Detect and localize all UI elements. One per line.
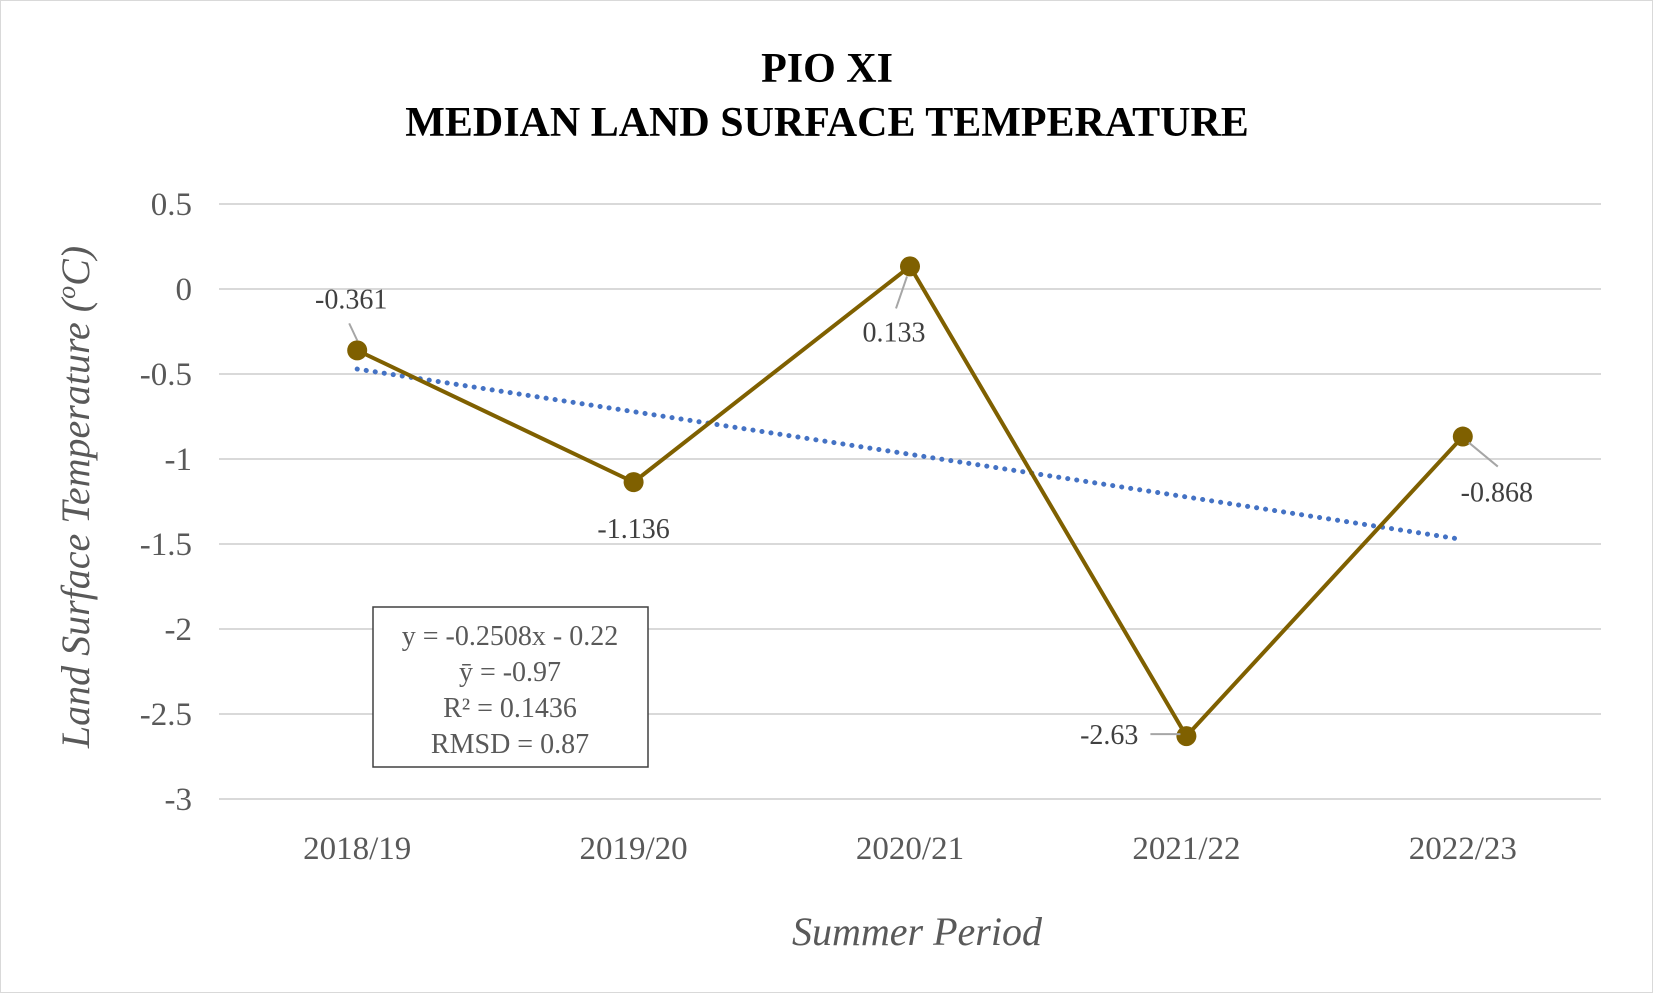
data-point-0 (347, 340, 368, 361)
y-axis-title-suffix: C) (53, 246, 98, 286)
data-point-4 (1452, 426, 1473, 447)
stats-r-squared: R² = 0.1436 (443, 693, 577, 724)
data-point-3 (1176, 726, 1197, 747)
y-tick-label-0: 0.5 (151, 187, 192, 223)
stats-equation: y = -0.2508x - 0.22 (402, 621, 618, 652)
y-axis-tick-labels: 0.5 0 -0.5 -1 -1.5 -2 -2.5 -3 (140, 187, 192, 818)
series-group (347, 256, 1473, 747)
y-tick-label-3: -1 (165, 442, 193, 478)
x-axis-tick-labels: 2018/19 2019/20 2020/21 2021/22 2022/23 (303, 831, 1517, 867)
data-label-3: -2.63 (1080, 720, 1138, 751)
leader-line-4 (1468, 441, 1499, 468)
trendline-group (354, 366, 1466, 543)
y-axis-title-main: Land Surface Temperature ( (53, 296, 98, 749)
data-point-1 (623, 472, 644, 493)
data-label-1: -1.136 (597, 514, 669, 545)
y-tick-label-4: -1.5 (140, 527, 192, 563)
data-label-4: -0.868 (1461, 478, 1533, 509)
leader-line-2 (895, 276, 908, 309)
stats-box-border (372, 606, 649, 768)
chart-title-line-2: MEDIAN LAND SURFACE TEMPERATURE (405, 100, 1249, 146)
stats-mean: ȳ = -0.97 (459, 657, 561, 688)
data-point-2 (900, 256, 920, 277)
data-label-0: -0.361 (315, 284, 387, 315)
data-labels: -0.361 -1.136 0.133 -2.63 -0.868 (315, 284, 1533, 751)
data-label-2: 0.133 (863, 317, 926, 348)
chart-title-line-1: PIO XI (761, 46, 893, 92)
label-leader-lines (348, 276, 1499, 736)
y-tick-label-7: -3 (165, 782, 193, 818)
leader-line-0 (348, 322, 359, 341)
y-tick-label-2: -0.5 (140, 357, 192, 393)
stats-box: y = -0.2508x - 0.22 ȳ = -0.97 R² = 0.143… (372, 606, 649, 768)
x-tick-label-2: 2020/21 (856, 831, 964, 867)
y-tick-label-5: -2 (165, 612, 193, 648)
trendline (354, 366, 1466, 543)
chart-title: PIO XI MEDIAN LAND SURFACE TEMPERATURE (405, 46, 1249, 146)
y-axis-title: Land Surface Temperature (oC) (52, 246, 98, 749)
y-tick-label-6: -2.5 (140, 697, 192, 733)
x-tick-label-3: 2021/22 (1132, 831, 1240, 867)
y-tick-label-1: 0 (176, 272, 193, 308)
x-tick-label-4: 2022/23 (1409, 831, 1517, 867)
stats-rmsd: RMSD = 0.87 (431, 729, 589, 760)
x-axis-title: Summer Period (792, 909, 1043, 954)
y-axis-title-superscript: o (52, 286, 81, 299)
x-tick-label-0: 2018/19 (303, 831, 411, 867)
x-tick-label-1: 2019/20 (580, 831, 688, 867)
